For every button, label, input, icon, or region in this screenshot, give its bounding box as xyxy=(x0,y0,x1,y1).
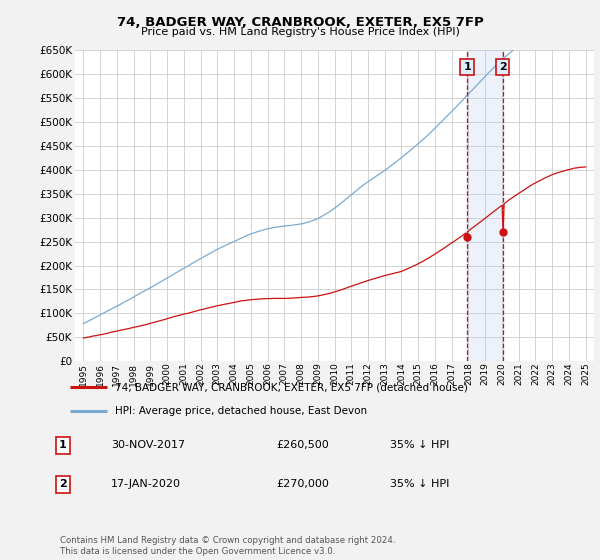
Text: £270,000: £270,000 xyxy=(276,479,329,489)
Text: 30-NOV-2017: 30-NOV-2017 xyxy=(111,440,185,450)
Text: £260,500: £260,500 xyxy=(276,440,329,450)
Text: 1: 1 xyxy=(463,62,471,72)
Text: 2: 2 xyxy=(59,479,67,489)
Bar xyxy=(467,50,503,361)
Text: 35% ↓ HPI: 35% ↓ HPI xyxy=(390,440,449,450)
Text: Price paid vs. HM Land Registry's House Price Index (HPI): Price paid vs. HM Land Registry's House … xyxy=(140,27,460,37)
Text: Contains HM Land Registry data © Crown copyright and database right 2024.
This d: Contains HM Land Registry data © Crown c… xyxy=(60,536,395,556)
Text: 35% ↓ HPI: 35% ↓ HPI xyxy=(390,479,449,489)
Text: 2: 2 xyxy=(499,62,506,72)
Text: 74, BADGER WAY, CRANBROOK, EXETER, EX5 7FP: 74, BADGER WAY, CRANBROOK, EXETER, EX5 7… xyxy=(116,16,484,29)
Text: 74, BADGER WAY, CRANBROOK, EXETER, EX5 7FP (detached house): 74, BADGER WAY, CRANBROOK, EXETER, EX5 7… xyxy=(115,382,467,392)
Text: 1: 1 xyxy=(59,440,67,450)
Text: HPI: Average price, detached house, East Devon: HPI: Average price, detached house, East… xyxy=(115,406,367,416)
Text: 17-JAN-2020: 17-JAN-2020 xyxy=(111,479,181,489)
